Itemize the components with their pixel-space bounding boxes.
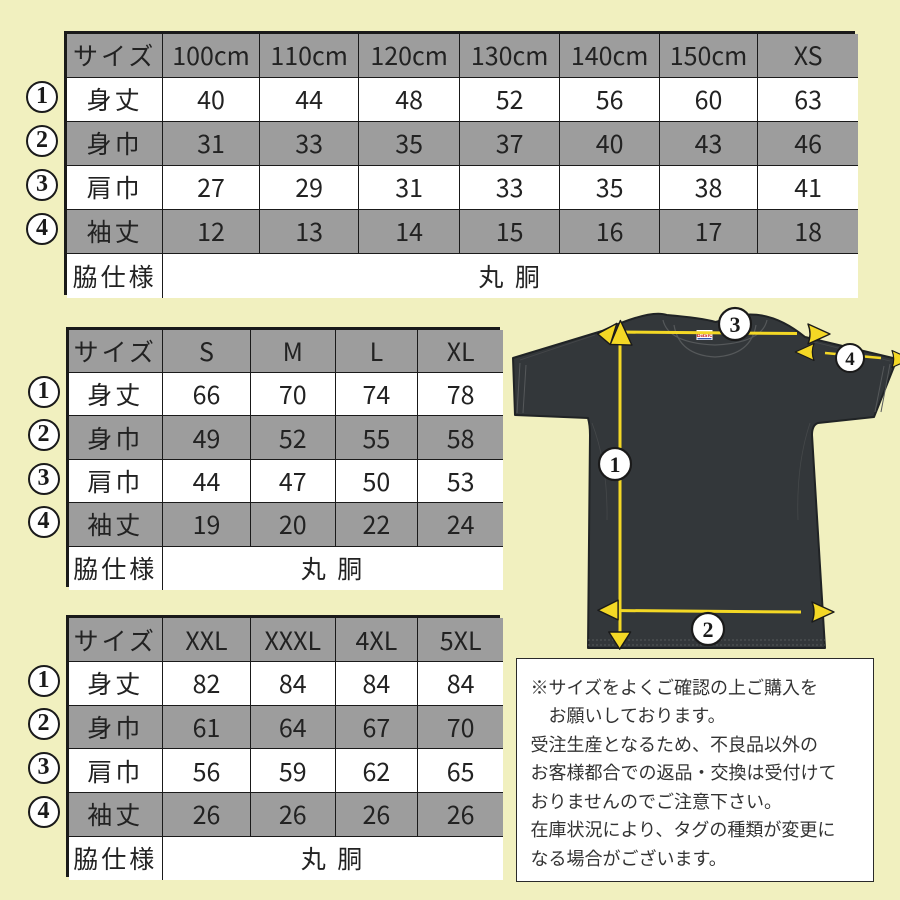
svg-text:2: 2 xyxy=(703,617,714,642)
svg-text:1: 1 xyxy=(610,452,621,477)
svg-text:4: 4 xyxy=(845,349,855,370)
svg-text:3: 3 xyxy=(730,312,741,337)
